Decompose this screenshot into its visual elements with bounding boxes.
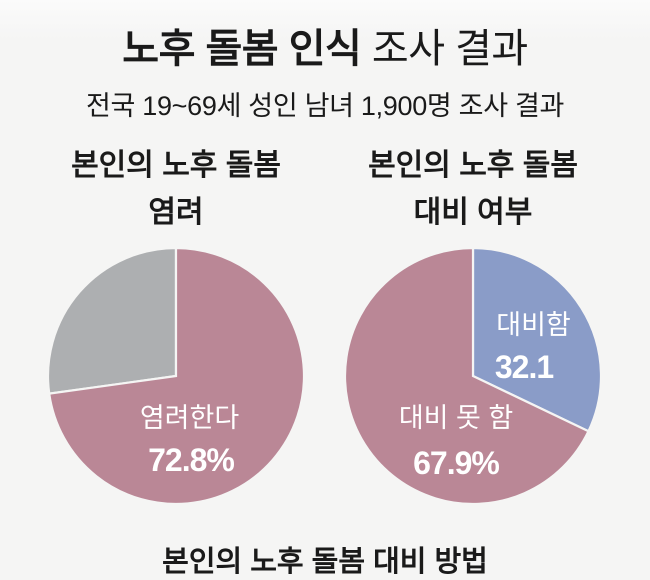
svg-text:72.8%: 72.8%	[148, 442, 234, 478]
svg-text:32.1: 32.1	[495, 349, 553, 385]
svg-text:67.9%: 67.9%	[413, 445, 499, 481]
svg-text:대비 못 함: 대비 못 함	[399, 403, 513, 433]
svg-text:대비함: 대비함	[496, 310, 571, 340]
svg-text:염려한다: 염려한다	[140, 403, 240, 433]
